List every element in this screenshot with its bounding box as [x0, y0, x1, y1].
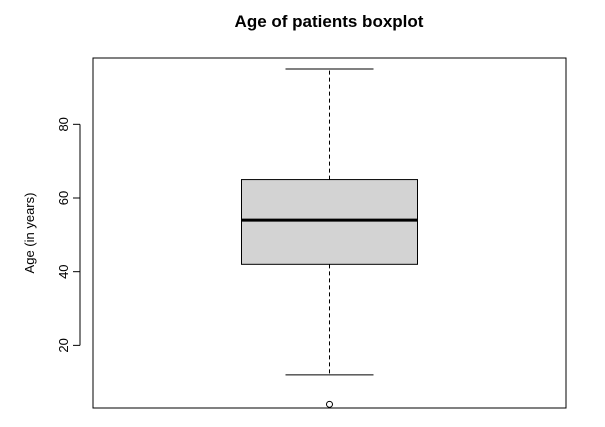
box-series [241, 68, 418, 408]
chart-title: Age of patients boxplot [235, 12, 424, 31]
plot-frame [92, 57, 567, 409]
y-tick-label: 60 [56, 191, 71, 205]
outlier-point [326, 400, 333, 408]
y-axis: 20 40 60 80 [56, 117, 81, 353]
y-tick-label: 80 [56, 117, 71, 131]
interquartile-box [241, 179, 418, 265]
y-tick-label: 40 [56, 264, 71, 278]
y-tick-label: 20 [56, 338, 71, 352]
y-axis-label: Age (in years) [22, 193, 37, 274]
